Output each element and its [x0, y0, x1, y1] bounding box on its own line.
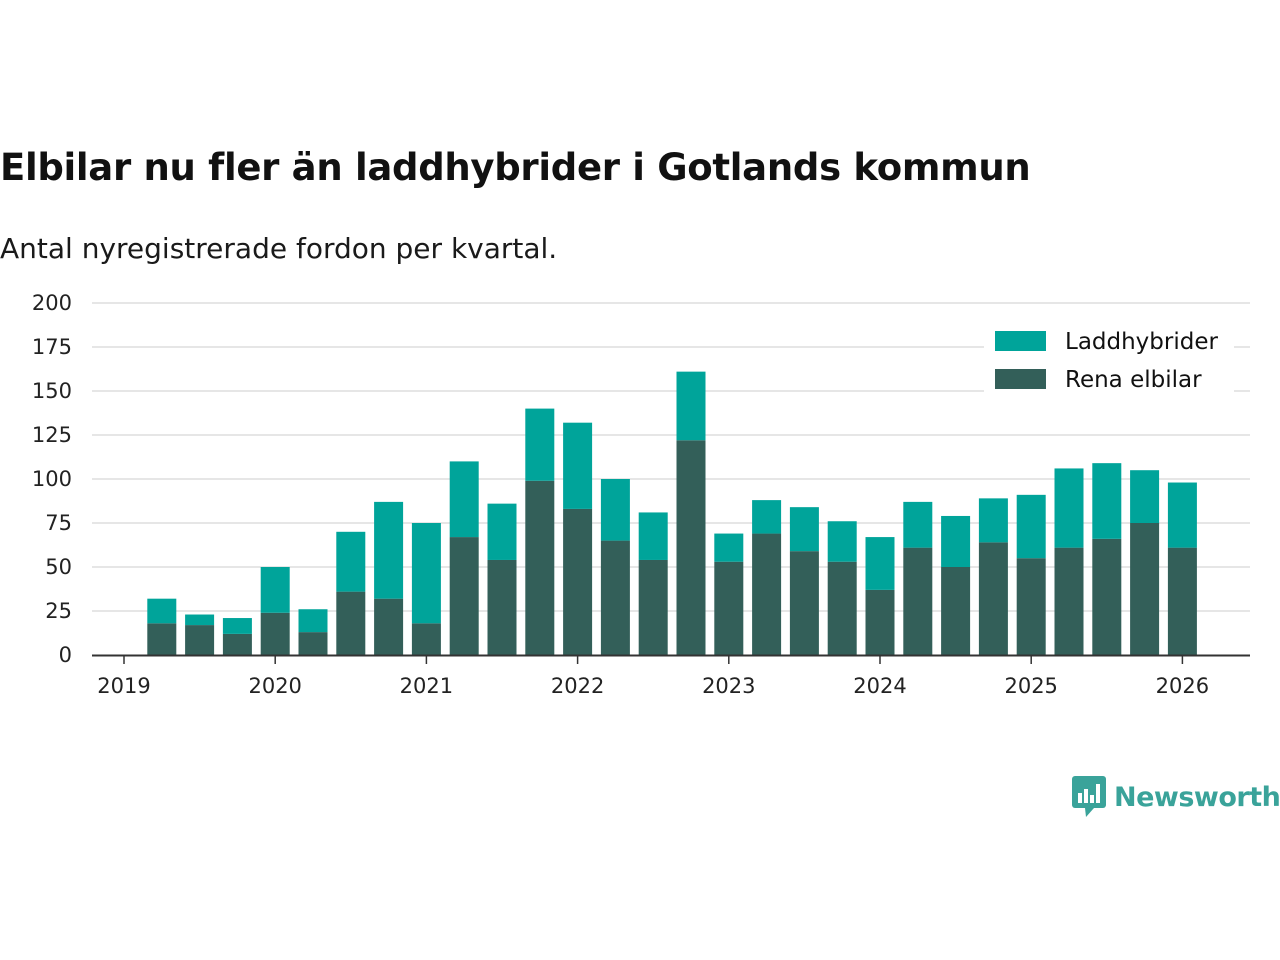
x-tick-label: 2020 — [248, 674, 301, 698]
x-tick-label: 2025 — [1004, 674, 1057, 698]
newsworthy-logo-icon — [1072, 776, 1106, 817]
bar-laddhybrider-2020-q4 — [374, 501, 404, 599]
bar-laddhybrider-2020-q1 — [260, 567, 290, 613]
y-tick-label: 100 — [32, 467, 72, 491]
y-tick-label: 0 — [59, 643, 72, 667]
x-tick-label: 2026 — [1156, 674, 1209, 698]
y-tick-label: 125 — [32, 423, 72, 447]
chart-title: Elbilar nu fler än laddhybrider i Gotlan… — [0, 146, 1031, 189]
bar-rena-elbilar-2021-q1 — [411, 623, 441, 655]
bar-laddhybrider-2021-q1 — [411, 523, 441, 624]
bar-rena-elbilar-2020-q4 — [374, 598, 404, 655]
y-tick-label: 200 — [32, 291, 72, 315]
x-tick-label: 2019 — [97, 674, 150, 698]
bar-laddhybrider-2023-q1 — [714, 533, 744, 562]
bar-rena-elbilar-2025-q4 — [1130, 523, 1160, 655]
bar-laddhybrider-2024-q4 — [978, 498, 1008, 543]
bar-laddhybrider-2019-q3 — [185, 614, 215, 626]
bar-rena-elbilar-2024-q2 — [903, 547, 933, 655]
bar-rena-elbilar-2025-q3 — [1092, 538, 1122, 655]
bar-rena-elbilar-2021-q2 — [449, 537, 479, 655]
y-tick-label: 50 — [45, 555, 72, 579]
bar-laddhybrider-2024-q1 — [865, 537, 895, 590]
bar-rena-elbilar-2022-q4 — [676, 440, 706, 655]
newsworthy-logo: Newsworthy — [1072, 776, 1280, 818]
axis-layer: 0 25 50 75 100 125 150 175 200 2019 2020 2021 2022 20… — [32, 291, 1250, 698]
bar-laddhybrider-2020-q2 — [298, 609, 328, 633]
bar-laddhybrider-2022-q1 — [563, 422, 593, 509]
bar-rena-elbilar-2019-q4 — [222, 633, 252, 655]
bar-laddhybrider-2021-q3 — [487, 503, 517, 560]
bar-rena-elbilar-2020-q1 — [260, 612, 290, 655]
legend: Laddhybrider Rena elbilar — [984, 324, 1234, 394]
bar-laddhybrider-2023-q2 — [752, 500, 782, 534]
bar-rena-elbilar-2021-q3 — [487, 559, 517, 655]
bar-laddhybrider-2022-q3 — [638, 512, 668, 560]
bar-rena-elbilar-2020-q2 — [298, 632, 328, 655]
x-tick-label: 2021 — [400, 674, 453, 698]
x-tick-label: 2024 — [853, 674, 906, 698]
x-tick-label: 2023 — [702, 674, 755, 698]
bar-rena-elbilar-2023-q3 — [789, 551, 819, 655]
chart-subtitle: Antal nyregistrerade fordon per kvartal. — [0, 232, 558, 265]
bar-rena-elbilar-2019-q2 — [147, 623, 177, 655]
bar-rena-elbilar-2022-q1 — [563, 508, 593, 655]
bar-laddhybrider-2023-q4 — [827, 521, 857, 562]
bar-rena-elbilar-2023-q2 — [752, 533, 782, 655]
bar-laddhybrider-2021-q4 — [525, 408, 555, 481]
legend-label-rena-elbilar: Rena elbilar — [1065, 367, 1202, 393]
bar-laddhybrider-2022-q2 — [600, 479, 630, 541]
bar-rena-elbilar-2023-q4 — [827, 561, 857, 655]
legend-label-laddhybrider: Laddhybrider — [1065, 329, 1218, 355]
bar-rena-elbilar-2025-q1 — [1016, 558, 1046, 655]
bar-laddhybrider-2025-q2 — [1054, 468, 1084, 548]
y-tick-label: 25 — [45, 599, 72, 623]
bar-rena-elbilar-2020-q3 — [336, 591, 366, 655]
bar-laddhybrider-2022-q4 — [676, 371, 706, 441]
bar-rena-elbilar-2022-q3 — [638, 559, 668, 655]
bar-layer — [147, 371, 1197, 655]
y-tick-label: 75 — [45, 511, 72, 535]
bar-rena-elbilar-2026-q1 — [1167, 547, 1197, 655]
bar-rena-elbilar-2025-q2 — [1054, 547, 1084, 655]
bar-laddhybrider-2023-q3 — [789, 507, 819, 552]
legend-swatch-laddhybrider — [995, 331, 1046, 351]
bar-laddhybrider-2024-q3 — [941, 515, 971, 567]
bar-laddhybrider-2025-q3 — [1092, 463, 1122, 539]
bar-laddhybrider-2020-q3 — [336, 531, 366, 592]
bar-rena-elbilar-2023-q1 — [714, 561, 744, 655]
x-tick-label: 2022 — [551, 674, 604, 698]
bar-laddhybrider-2019-q2 — [147, 598, 177, 624]
y-tick-label: 175 — [32, 335, 72, 359]
bar-rena-elbilar-2019-q3 — [185, 625, 215, 655]
bar-laddhybrider-2024-q2 — [903, 501, 933, 548]
bar-rena-elbilar-2024-q4 — [978, 542, 1008, 655]
bar-laddhybrider-2025-q1 — [1016, 494, 1046, 559]
bar-laddhybrider-2026-q1 — [1167, 482, 1197, 548]
legend-swatch-rena-elbilar — [995, 369, 1046, 389]
y-tick-label: 150 — [32, 379, 72, 403]
bar-rena-elbilar-2024-q3 — [941, 567, 971, 655]
bar-laddhybrider-2019-q4 — [222, 618, 252, 634]
bar-rena-elbilar-2024-q1 — [865, 589, 895, 655]
newsworthy-logo-text: Newsworthy — [1114, 781, 1280, 813]
bar-rena-elbilar-2022-q2 — [600, 540, 630, 655]
bar-laddhybrider-2025-q4 — [1130, 470, 1160, 523]
bar-rena-elbilar-2021-q4 — [525, 480, 555, 655]
bar-laddhybrider-2021-q2 — [449, 461, 479, 538]
